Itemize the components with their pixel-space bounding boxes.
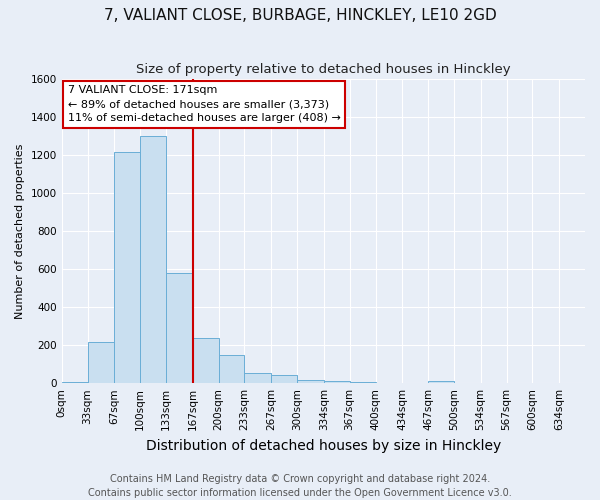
- Bar: [324, 380, 350, 383]
- Bar: [88, 342, 114, 383]
- Bar: [114, 152, 140, 383]
- Text: 7, VALIANT CLOSE, BURBAGE, HINCKLEY, LE10 2GD: 7, VALIANT CLOSE, BURBAGE, HINCKLEY, LE1…: [104, 8, 496, 22]
- Bar: [376, 382, 402, 383]
- Bar: [218, 354, 244, 383]
- X-axis label: Distribution of detached houses by size in Hinckley: Distribution of detached houses by size …: [146, 438, 501, 452]
- Bar: [166, 273, 193, 383]
- Bar: [140, 136, 166, 383]
- Bar: [271, 374, 297, 383]
- Title: Size of property relative to detached houses in Hinckley: Size of property relative to detached ho…: [136, 62, 511, 76]
- Text: Contains HM Land Registry data © Crown copyright and database right 2024.
Contai: Contains HM Land Registry data © Crown c…: [88, 474, 512, 498]
- Bar: [62, 382, 88, 383]
- Bar: [244, 372, 271, 383]
- Bar: [350, 382, 376, 383]
- Bar: [297, 380, 324, 383]
- Text: 7 VALIANT CLOSE: 171sqm
← 89% of detached houses are smaller (3,373)
11% of semi: 7 VALIANT CLOSE: 171sqm ← 89% of detache…: [68, 85, 341, 123]
- Bar: [193, 338, 218, 383]
- Y-axis label: Number of detached properties: Number of detached properties: [15, 144, 25, 319]
- Bar: [428, 381, 454, 383]
